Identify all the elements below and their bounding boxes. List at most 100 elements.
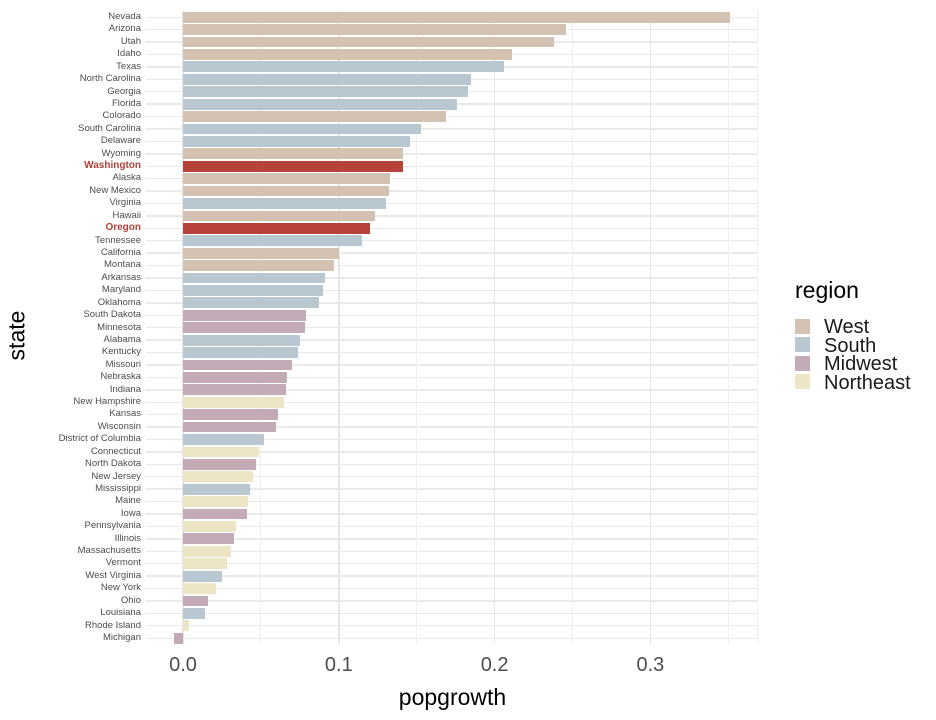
horizontal-gridline	[146, 612, 758, 615]
horizontal-gridline	[146, 302, 758, 304]
bar-nevada	[183, 11, 730, 23]
bar-south-dakota	[183, 309, 307, 321]
legend-item-south: South	[795, 335, 876, 357]
state-label: Virginia	[109, 197, 141, 209]
bar-washington	[183, 160, 403, 172]
bar-delaware	[183, 136, 411, 147]
legend-swatch-west	[795, 318, 810, 334]
horizontal-gridline	[146, 289, 758, 292]
horizontal-gridline	[146, 351, 758, 354]
bar-maine	[183, 496, 249, 507]
bar-california	[183, 247, 339, 259]
state-label: Pennsylvania	[84, 520, 141, 532]
legend-label: South	[824, 334, 877, 357]
state-label: Utah	[120, 35, 141, 47]
state-label: Oregon	[105, 222, 141, 234]
bar-hawaii	[183, 210, 375, 222]
horizontal-gridline	[146, 488, 758, 490]
vertical-gridline	[757, 11, 759, 645]
state-label: Oklahoma	[97, 296, 141, 308]
bar-vermont	[183, 558, 227, 570]
bar-mississippi	[183, 483, 250, 495]
state-label: New Jersey	[91, 470, 141, 482]
bar-new-mexico	[183, 185, 389, 197]
bar-new-jersey	[183, 471, 254, 483]
bar-indiana	[183, 384, 286, 396]
state-label: North Dakota	[85, 458, 141, 470]
bar-illinois	[183, 533, 235, 545]
legend-title: region	[795, 277, 859, 303]
state-label: District of Columbia	[58, 433, 141, 445]
state-label: Nevada	[108, 11, 141, 22]
horizontal-gridline	[146, 401, 758, 403]
state-label: Michigan	[102, 632, 141, 643]
bar-texas	[183, 61, 504, 73]
x-tick-label: 0.1	[324, 654, 353, 676]
horizontal-gridline	[146, 389, 758, 391]
bar-new-hampshire	[183, 396, 285, 408]
x-tick-label: 0.3	[636, 654, 665, 676]
bar-maryland	[183, 285, 324, 296]
vertical-gridline	[727, 11, 729, 645]
bar-idaho	[183, 49, 512, 60]
state-label: Wyoming	[101, 147, 141, 159]
bar-connecticut	[183, 446, 260, 458]
vertical-gridline	[416, 11, 418, 645]
state-label: Ohio	[120, 594, 141, 606]
bar-oregon	[183, 222, 370, 234]
state-label: South Dakota	[83, 309, 141, 321]
state-label: Idaho	[117, 48, 141, 60]
state-label: Iowa	[120, 507, 141, 519]
state-label: Washington	[84, 160, 141, 172]
legend-label: West	[824, 316, 870, 338]
bar-west-virginia	[183, 570, 222, 582]
state-label: Arkansas	[101, 271, 141, 283]
state-label: Delaware	[100, 135, 141, 147]
horizontal-gridline	[146, 227, 758, 230]
horizontal-gridline	[146, 314, 758, 316]
vertical-gridline	[338, 11, 340, 645]
state-label: Maryland	[101, 284, 141, 296]
horizontal-gridline	[146, 513, 758, 515]
legend-item-northeast: Northeast	[795, 372, 911, 394]
horizontal-gridline	[146, 575, 758, 577]
state-label: Louisiana	[100, 607, 141, 619]
horizontal-gridline	[146, 364, 758, 366]
state-label: North Carolina	[79, 73, 141, 85]
bar-rhode-island	[183, 620, 190, 632]
vertical-gridline	[493, 11, 496, 645]
horizontal-gridline	[146, 264, 758, 267]
state-label: Alabama	[103, 333, 142, 345]
bar-oklahoma	[183, 297, 319, 309]
bar-wisconsin	[183, 421, 277, 433]
state-label: Illinois	[114, 532, 141, 544]
bar-north-dakota	[183, 458, 257, 470]
horizontal-gridline	[146, 190, 758, 192]
state-label: Vermont	[105, 557, 141, 569]
x-tick-label: 0.0	[169, 654, 197, 676]
horizontal-gridline	[146, 115, 758, 118]
horizontal-gridline	[146, 413, 758, 416]
state-label: Kentucky	[101, 346, 141, 358]
state-label: Nebraska	[100, 371, 141, 383]
horizontal-gridline	[146, 252, 758, 254]
bar-colorado	[183, 111, 447, 122]
state-label: Colorado	[102, 110, 141, 122]
bar-florida	[183, 98, 458, 110]
horizontal-gridline	[146, 277, 758, 279]
state-label: Maine	[115, 495, 141, 507]
state-label: Hawaii	[112, 209, 141, 221]
horizontal-gridline	[146, 562, 758, 565]
horizontal-gridline	[146, 451, 758, 453]
bar-arizona	[183, 24, 567, 36]
state-label: Minnesota	[97, 321, 141, 333]
state-label: Texas	[116, 60, 141, 72]
horizontal-gridline	[146, 525, 758, 528]
state-label: Arizona	[108, 23, 141, 35]
state-label: New York	[100, 582, 141, 594]
horizontal-gridline	[146, 215, 758, 217]
bar-michigan	[173, 632, 183, 644]
horizontal-gridline	[146, 625, 758, 627]
legend-label: Midwest	[824, 353, 898, 375]
legend-swatch-midwest	[795, 355, 810, 371]
